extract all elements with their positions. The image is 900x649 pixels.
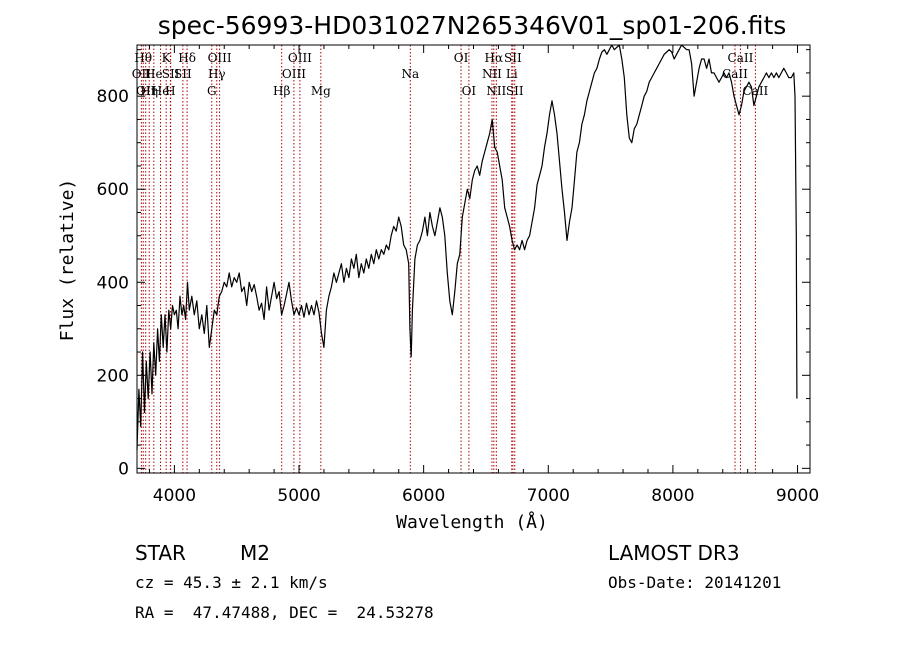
line-marker-label: Hβ: [273, 84, 290, 98]
line-marker-label: CaII: [722, 67, 748, 81]
object-subclass: M2: [240, 541, 270, 565]
line-marker-label: OII: [136, 84, 156, 98]
line-marker-label: OI: [454, 51, 469, 65]
line-marker-label: NII: [486, 84, 506, 98]
line-marker-label: Hγ: [208, 67, 226, 81]
y-tick-label: 0: [118, 459, 129, 479]
survey-name: LAMOST DR3: [608, 541, 740, 565]
line-marker-label: SII: [162, 67, 180, 81]
line-marker-labels: OIIHθOIIHηHeHeKHSIIHδSIIGHγOIIIHβOIIIOII…: [132, 51, 769, 98]
line-marker-label: OIII: [208, 51, 232, 65]
line-marker-label: Mg: [311, 84, 331, 98]
line-marker-label: SII: [506, 84, 524, 98]
redshift-readout: cz = 45.3 ± 2.1 km/s: [135, 573, 328, 592]
y-tick-label: 400: [97, 273, 129, 293]
line-marker-label: Hθ: [134, 51, 152, 65]
line-marker-label: SII: [504, 51, 522, 65]
line-marker-label: H: [165, 84, 175, 98]
y-tick-label: 200: [97, 366, 129, 386]
series-layer: [136, 44, 798, 450]
line-marker-label: NII: [482, 67, 502, 81]
x-tick-label: 8000: [651, 486, 694, 506]
y-ticks: 0 200 400 600 800: [97, 49, 810, 479]
x-tick-label: 5000: [277, 486, 320, 506]
x-tick-label: 9000: [776, 486, 819, 506]
chart-title: spec-56993-HD031027N265346V01_sp01-206.f…: [158, 11, 787, 40]
line-marker-label: CaII: [728, 51, 754, 65]
line-marker-label: Hδ: [178, 51, 196, 65]
x-tick-label: 4000: [153, 486, 196, 506]
object-class: STAR: [135, 541, 186, 565]
line-marker-label: Na: [401, 67, 419, 81]
x-ticks: 4000 5000 6000 7000 8000 9000: [148, 45, 819, 506]
line-marker-label: OIII: [288, 51, 312, 65]
line-marker-label: Hη: [140, 84, 158, 98]
line-markers: [140, 45, 756, 473]
y-axis-label: Flux (relative): [57, 179, 78, 342]
x-tick-label: 6000: [402, 486, 445, 506]
obs-date: Obs-Date: 20141201: [608, 573, 781, 592]
x-tick-label: 7000: [527, 486, 570, 506]
line-marker-label: K: [162, 51, 172, 65]
line-marker-label: He: [145, 67, 163, 81]
plot-frame: [136, 44, 811, 474]
line-marker-label: OI: [462, 84, 477, 98]
spectrum-line: [136, 44, 798, 450]
x-axis-label: Wavelength (Å): [396, 511, 548, 533]
line-marker-label: OIII: [282, 67, 306, 81]
line-marker-label: Hα: [485, 51, 504, 65]
line-marker-label: He: [152, 84, 170, 98]
coordinates: RA = 47.47488, DEC = 24.53278: [135, 603, 434, 622]
line-marker-label: SII: [174, 67, 192, 81]
y-tick-label: 800: [97, 87, 129, 107]
line-marker-label: Li: [506, 67, 518, 81]
line-marker-label: G: [207, 84, 217, 98]
line-marker-label: CaII: [742, 84, 768, 98]
y-tick-label: 600: [97, 180, 129, 200]
